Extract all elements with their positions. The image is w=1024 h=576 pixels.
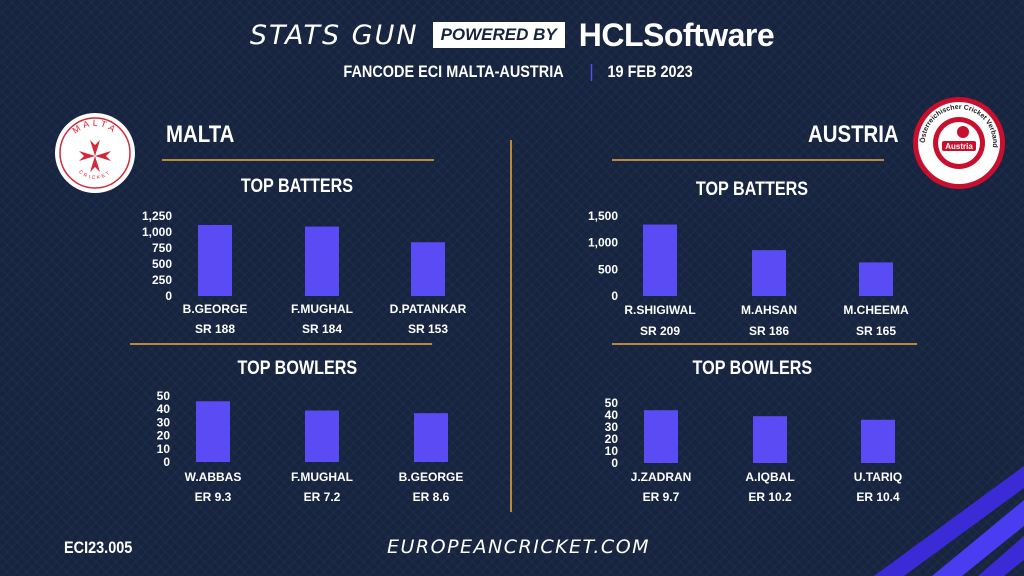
bar-annotation: ER 9.3 (195, 490, 232, 504)
y-tick-label: 30 (157, 415, 171, 429)
bar-annotation: SR 209 (640, 324, 680, 338)
bar-annotation: ER 7.2 (304, 490, 341, 504)
category-label: J.ZADRAN (631, 470, 692, 484)
bar-annotation: SR 184 (302, 322, 342, 336)
bar-aiqbal (753, 416, 787, 463)
malta-bowlers-title: TOP BOWLERS (237, 358, 357, 379)
category-label: M.CHEEMA (843, 303, 909, 317)
bar-annotation: ER 8.6 (413, 490, 450, 504)
y-tick-label: 250 (152, 273, 172, 287)
match-date: 19 FEB 2023 (607, 62, 693, 81)
y-tick-label: 1,500 (588, 209, 618, 223)
y-tick-label: 40 (605, 408, 619, 422)
rule-austria-middle (612, 343, 917, 345)
bar-annotation: SR 188 (195, 322, 235, 336)
category-label: F.MUGHAL (291, 302, 353, 316)
category-label: D.PATANKAR (390, 302, 467, 316)
bar-mahsan (752, 250, 786, 296)
header: STATS GUN POWERED BY HCLSoftware FANCODE… (0, 14, 1024, 83)
rule-malta-header (162, 159, 434, 161)
y-tick-label: 0 (611, 456, 618, 470)
brand-row: STATS GUN POWERED BY HCLSoftware (0, 14, 1024, 56)
bar-annotation: SR 186 (749, 324, 789, 338)
match-subtitle: FANCODE ECI MALTA-AUSTRIA | 19 FEB 2023 (0, 62, 1024, 82)
malta-batters-title: TOP BATTERS (240, 176, 354, 197)
bar-rshigiwal (643, 224, 677, 296)
bar-utariq (861, 419, 895, 463)
austria-logo-badge: Austria (945, 142, 973, 151)
stats-gun-logo: STATS GUN (249, 19, 419, 51)
y-tick-label: 500 (598, 262, 618, 276)
center-divider (510, 140, 512, 512)
rule-austria-header (612, 159, 884, 161)
svg-text:CRICKET: CRICKET (77, 169, 112, 181)
y-tick-label: 0 (163, 455, 170, 469)
rule-malta-middle (130, 343, 432, 345)
y-tick-label: 20 (157, 429, 171, 443)
category-label: W.ABBAS (185, 470, 242, 484)
team-name-malta: MALTA (166, 121, 235, 148)
bar-dpatankar (411, 242, 445, 296)
y-tick-label: 50 (605, 396, 619, 410)
bar-jzadran (644, 410, 678, 463)
austria-cricket-logo: Austria Österreichischer Cricket Verband (913, 97, 1005, 189)
austria-batters-title: TOP BATTERS (695, 179, 809, 200)
y-tick-label: 750 (152, 241, 172, 255)
sponsor-logo: HCLSoftware (578, 16, 775, 53)
category-label: B.GEORGE (399, 470, 464, 484)
bar-annotation: SR 153 (408, 322, 448, 336)
category-label: R.SHIGIWAL (624, 303, 695, 317)
y-tick-label: 1,000 (588, 236, 618, 250)
category-label: F.MUGHAL (291, 470, 353, 484)
y-tick-label: 1,000 (142, 225, 172, 239)
decorative-stripes (874, 466, 1024, 576)
bar-annotation: ER 10.4 (856, 490, 900, 504)
category-label: A.IQBAL (745, 470, 794, 484)
powered-by-badge: POWERED BY (432, 22, 565, 48)
team-name-austria: AUSTRIA (808, 121, 899, 148)
y-tick-label: 0 (165, 289, 172, 303)
category-label: M.AHSAN (741, 303, 797, 317)
match-id: ECI23.005 (64, 538, 133, 557)
bar-bgeorge (414, 413, 448, 462)
y-tick-label: 500 (152, 257, 172, 271)
category-label: U.TARIQ (854, 470, 902, 484)
category-label: B.GEORGE (183, 302, 248, 316)
bar-bgeorge (198, 224, 232, 296)
bar-annotation: SR 165 (856, 324, 896, 338)
y-tick-label: 10 (157, 442, 171, 456)
bar-annotation: ER 9.7 (643, 490, 680, 504)
malta-cricket-logo: MALTA CRICKET (55, 113, 135, 193)
austria-bowlers-title: TOP BOWLERS (692, 358, 812, 379)
bar-annotation: ER 10.2 (748, 490, 792, 504)
bar-wabbas (196, 401, 230, 462)
y-tick-label: 1,250 (142, 209, 172, 223)
y-tick-label: 30 (605, 420, 619, 434)
event-name: FANCODE ECI MALTA-AUSTRIA (342, 62, 564, 81)
y-tick-label: 20 (605, 432, 619, 446)
website-url: EUROPEANCRICKET.COM (387, 536, 651, 558)
bar-mcheema (859, 262, 893, 296)
y-tick-label: 40 (157, 402, 171, 416)
y-tick-label: 0 (611, 289, 618, 303)
y-tick-label: 10 (605, 444, 619, 458)
bar-fmughal (305, 226, 339, 296)
subtitle-separator: | (588, 62, 595, 82)
malta-logo-subtext: CRICKET (77, 169, 110, 181)
bar-fmughal (305, 410, 339, 462)
y-tick-label: 50 (157, 389, 171, 403)
